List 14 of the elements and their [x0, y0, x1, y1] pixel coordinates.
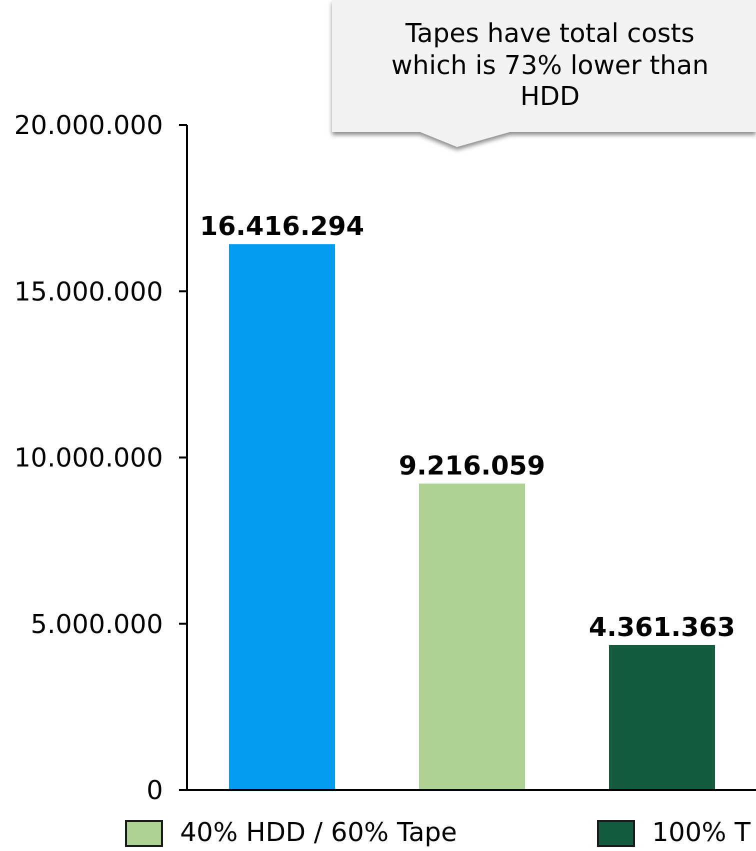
data-label: 16.416.294 [200, 212, 364, 242]
data-label: 9.216.059 [398, 452, 546, 482]
y-tick-label: 5.000.000 [30, 610, 163, 640]
data-label: 4.361.363 [588, 612, 736, 643]
y-tick-label: 10.000.000 [14, 444, 163, 474]
bar [229, 244, 335, 790]
legend-label: 100% T [652, 818, 750, 848]
y-tick-label: 0 [146, 776, 163, 806]
y-tick-label: 15.000.000 [14, 277, 163, 308]
bar [609, 644, 715, 790]
bar [419, 484, 525, 790]
y-tick-label: 20.000.000 [14, 111, 163, 142]
text: Tapes have total costs which is 73% lower than HDD [390, 19, 710, 114]
legend-label: 40% HDD / 60% Tape [180, 818, 457, 848]
